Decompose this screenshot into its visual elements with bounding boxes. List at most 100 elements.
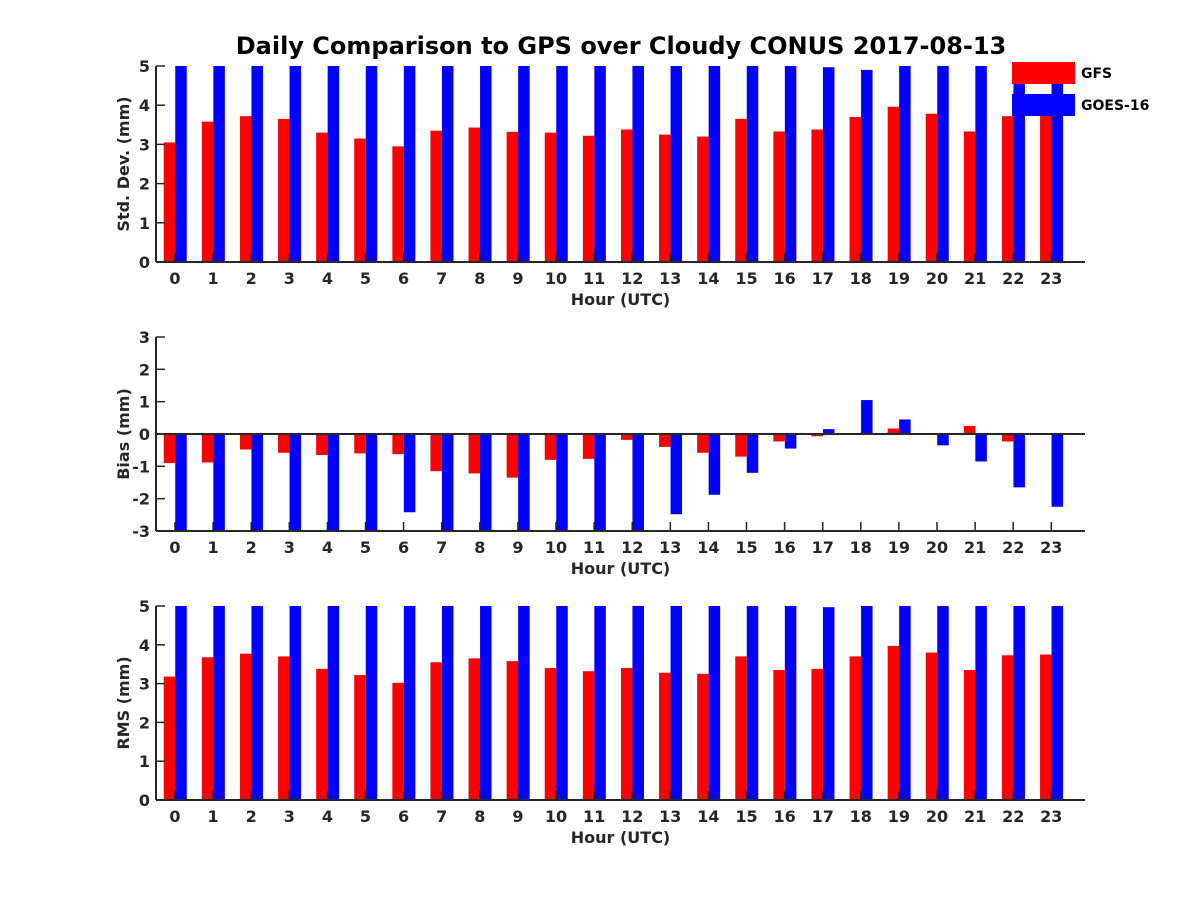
x-tick-label: 6 xyxy=(398,269,409,288)
y-tick-label: 0 xyxy=(139,791,150,810)
bar-gfs-hour-8 xyxy=(468,658,481,800)
bar-gfs-hour-22 xyxy=(1001,655,1014,800)
x-tick-label: 7 xyxy=(436,807,447,826)
x-tick-label: 8 xyxy=(474,807,485,826)
y-tick-label: 0 xyxy=(139,425,150,444)
bar-goes-16-hour-13 xyxy=(670,434,683,515)
y-tick-label: 2 xyxy=(139,175,150,194)
bar-gfs-hour-15 xyxy=(735,118,747,262)
bar-goes-16-hour-1 xyxy=(213,434,225,531)
x-tick-label: 19 xyxy=(888,538,910,557)
x-tick-label: 21 xyxy=(964,538,986,557)
bar-gfs-hour-19 xyxy=(887,428,900,434)
bar-gfs-hour-21 xyxy=(963,670,976,800)
bar-goes-16-hour-21 xyxy=(975,606,987,800)
bar-gfs-hour-14 xyxy=(697,136,709,262)
bar-gfs-hour-17 xyxy=(811,668,823,800)
bar-goes-16-hour-17 xyxy=(822,429,835,434)
bar-goes-16-hour-11 xyxy=(594,434,606,531)
x-tick-label: 11 xyxy=(583,538,605,557)
bar-goes-16-hour-0 xyxy=(175,434,187,531)
x-tick-label: 17 xyxy=(812,807,834,826)
bar-goes-16-hour-1 xyxy=(213,66,225,262)
bar-goes-16-hour-10 xyxy=(556,434,568,531)
y-tick-label: 1 xyxy=(139,214,150,233)
bar-goes-16-hour-3 xyxy=(289,606,302,800)
bar-gfs-hour-0 xyxy=(163,434,176,464)
x-axis-label: Hour (UTC) xyxy=(571,290,671,309)
bar-goes-16-hour-15 xyxy=(746,434,759,473)
y-tick-label: 5 xyxy=(139,57,150,76)
legend-label-goes-16: GOES-16 xyxy=(1081,98,1149,114)
bar-gfs-hour-9 xyxy=(506,434,519,478)
bar-goes-16-hour-19 xyxy=(899,606,911,800)
bar-goes-16-hour-16 xyxy=(784,66,797,262)
y-tick-label: 3 xyxy=(139,135,150,154)
y-tick-label: 4 xyxy=(139,636,150,655)
bar-goes-16-hour-18 xyxy=(861,400,873,434)
bar-gfs-hour-19 xyxy=(887,106,900,263)
x-tick-label: 21 xyxy=(964,807,986,826)
bar-goes-16-hour-7 xyxy=(441,434,454,531)
bar-gfs-hour-3 xyxy=(278,656,290,800)
x-tick-label: 9 xyxy=(512,538,523,557)
bar-goes-16-hour-7 xyxy=(441,66,454,262)
x-tick-label: 13 xyxy=(659,538,681,557)
x-tick-label: 21 xyxy=(964,269,986,288)
bar-gfs-hour-15 xyxy=(735,434,747,457)
bar-gfs-hour-8 xyxy=(468,434,481,474)
x-axis-label: Hour (UTC) xyxy=(571,559,671,578)
bar-gfs-hour-5 xyxy=(354,675,366,800)
bar-goes-16-hour-5 xyxy=(365,66,378,262)
bar-gfs-hour-16 xyxy=(773,131,785,262)
x-tick-label: 4 xyxy=(322,269,333,288)
x-tick-label: 16 xyxy=(773,807,795,826)
bar-gfs-hour-20 xyxy=(925,652,938,800)
legend: GFS GOES-16 xyxy=(1012,62,1149,116)
x-tick-label: 12 xyxy=(621,269,643,288)
x-tick-label: 15 xyxy=(735,269,757,288)
bar-goes-16-hour-19 xyxy=(899,66,911,262)
x-tick-label: 10 xyxy=(545,269,567,288)
y-tick-label: 2 xyxy=(139,360,150,379)
bar-goes-16-hour-18 xyxy=(861,606,873,800)
bar-goes-16-hour-23 xyxy=(1051,66,1064,262)
bar-gfs-hour-5 xyxy=(354,434,366,454)
bar-goes-16-hour-23 xyxy=(1051,434,1064,507)
y-tick-label: 1 xyxy=(139,393,150,412)
bar-gfs-hour-17 xyxy=(811,434,823,437)
bar-gfs-hour-23 xyxy=(1040,654,1052,800)
x-tick-label: 7 xyxy=(436,269,447,288)
x-tick-label: 9 xyxy=(512,807,523,826)
x-tick-label: 16 xyxy=(773,538,795,557)
bar-goes-16-hour-9 xyxy=(518,606,530,800)
x-tick-label: 0 xyxy=(169,269,180,288)
bar-goes-16-hour-21 xyxy=(975,434,987,462)
x-tick-label: 6 xyxy=(398,538,409,557)
bar-gfs-hour-18 xyxy=(849,116,862,263)
x-tick-label: 12 xyxy=(621,538,643,557)
bar-gfs-hour-7 xyxy=(430,434,442,472)
x-tick-label: 10 xyxy=(545,538,567,557)
bar-gfs-hour-10 xyxy=(544,132,557,262)
bar-goes-16-hour-12 xyxy=(632,434,644,531)
bar-gfs-hour-20 xyxy=(925,113,938,262)
bar-gfs-hour-21 xyxy=(963,425,976,434)
bar-gfs-hour-0 xyxy=(163,676,176,800)
bar-gfs-hour-2 xyxy=(239,653,252,800)
bar-gfs-hour-23 xyxy=(1040,115,1052,262)
x-tick-label: 14 xyxy=(697,538,719,557)
legend-swatch-gfs xyxy=(1012,62,1075,84)
bar-goes-16-hour-8 xyxy=(480,434,492,531)
bar-gfs-hour-13 xyxy=(659,672,671,800)
bar-goes-16-hour-15 xyxy=(746,66,759,262)
bar-gfs-hour-21 xyxy=(963,131,976,262)
bar-gfs-hour-10 xyxy=(544,668,557,800)
bar-gfs-hour-4 xyxy=(316,434,328,456)
x-tick-label: 20 xyxy=(926,538,948,557)
x-tick-label: 22 xyxy=(1002,269,1024,288)
bar-gfs-hour-4 xyxy=(316,132,328,262)
bar-goes-16-hour-17 xyxy=(822,607,835,800)
bar-goes-16-hour-12 xyxy=(632,66,644,262)
